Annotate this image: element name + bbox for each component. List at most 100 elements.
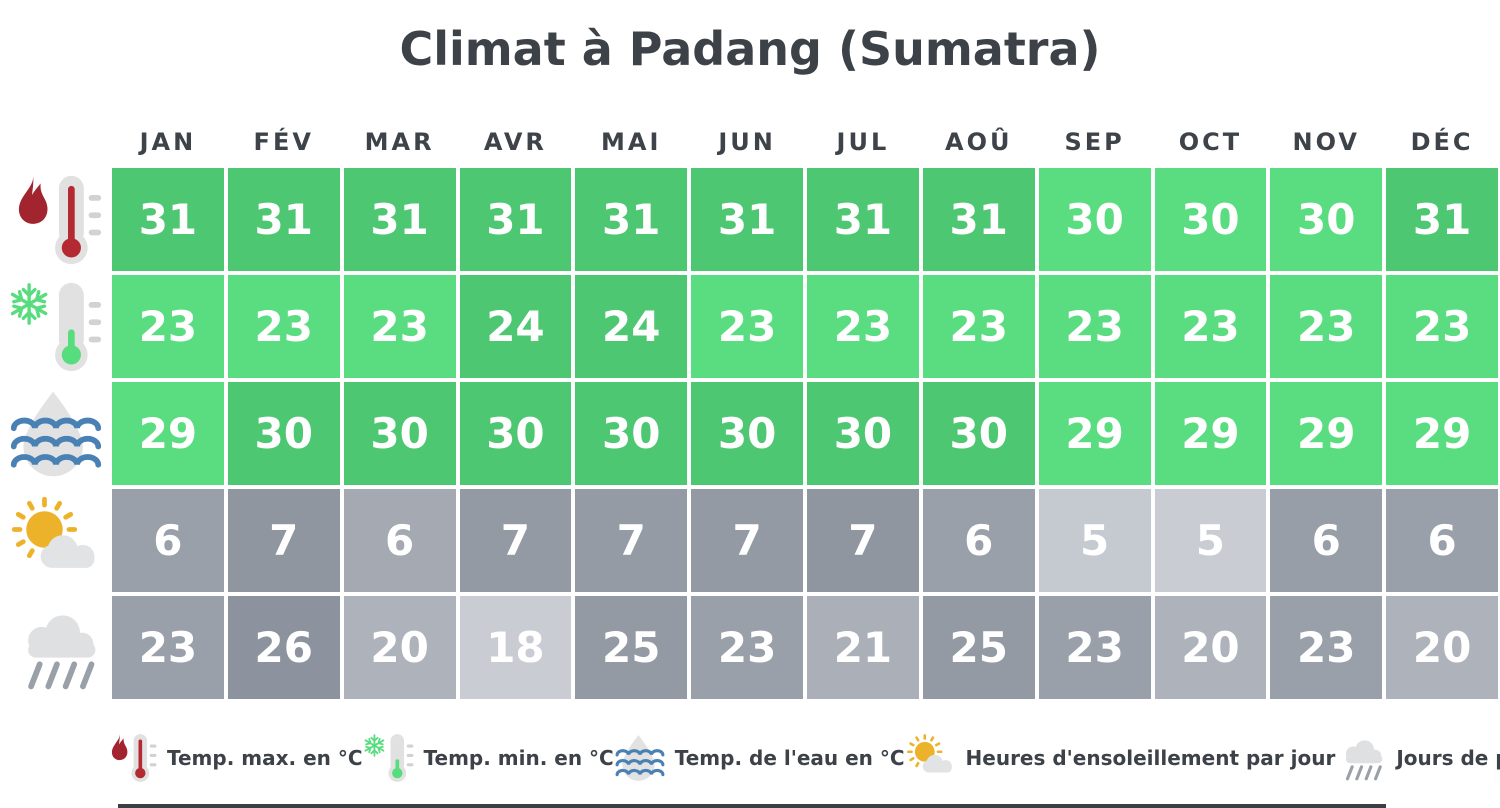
table-cell: 31 [922, 168, 1035, 271]
month-label: AOÛ [945, 128, 1013, 156]
table-cell: 31 [112, 168, 224, 271]
row-water-temp: 29 30 30 30 30 30 30 30 29 29 29 29 [0, 382, 1498, 485]
table-cell: 6 [922, 489, 1035, 592]
legend-item-water-temp: Temp. de l'eau en °C [614, 732, 905, 784]
table-cell: 31 [807, 168, 919, 271]
table-cell: 23 [691, 275, 803, 378]
legend-item-rain-days: Jours de pluie [1335, 732, 1500, 784]
table-cell: 24 [575, 275, 688, 378]
month-label: SEP [1064, 128, 1125, 156]
table-cell: 20 [1154, 596, 1267, 699]
sun-cloud-icon [905, 732, 957, 784]
table-cell: 29 [112, 382, 224, 485]
table-cell: 30 [807, 382, 919, 485]
legend-label: Temp. de l'eau en °C [674, 746, 905, 770]
table-cell: 6 [112, 489, 224, 592]
table-cell: 30 [343, 382, 456, 485]
legend-item-sunshine-hours: Heures d'ensoleillement par jour [905, 732, 1336, 784]
table-cell: 5 [1038, 489, 1151, 592]
climate-table: 31 31 31 31 31 31 31 31 30 30 30 31 23 23 23 24 24 23 23 2… [0, 168, 1498, 703]
water-waves-icon [8, 386, 104, 482]
table-cell: 23 [1038, 275, 1151, 378]
table-cell: 6 [343, 489, 456, 592]
table-cell: 29 [1154, 382, 1267, 485]
table-cell: 23 [691, 596, 803, 699]
table-cell: 6 [1270, 489, 1383, 592]
table-cell: 5 [1154, 489, 1267, 592]
row-temp-max-cells: 31 31 31 31 31 31 31 31 30 30 30 31 [112, 168, 1498, 271]
flame-thermometer-icon [8, 172, 104, 268]
table-cell: 25 [922, 596, 1035, 699]
table-cell: 30 [1038, 168, 1151, 271]
month-label: JUL [836, 128, 890, 156]
table-cell: 31 [1386, 168, 1498, 271]
month-label: MAR [364, 128, 435, 156]
row-rain-days: 23 26 20 18 25 23 21 25 23 20 23 20 [0, 596, 1498, 699]
row-temp-max: 31 31 31 31 31 31 31 31 30 30 30 31 [0, 168, 1498, 271]
table-cell: 30 [459, 382, 572, 485]
snowflake-thermometer-icon [8, 279, 104, 375]
table-cell: 31 [575, 168, 688, 271]
table-cell: 23 [1270, 596, 1383, 699]
table-cell: 21 [807, 596, 919, 699]
table-cell: 26 [227, 596, 340, 699]
table-cell: 24 [459, 275, 572, 378]
table-cell: 23 [343, 275, 456, 378]
table-cell: 30 [1154, 168, 1267, 271]
month-label: OCT [1178, 128, 1243, 156]
legend-label: Temp. min. en °C [423, 746, 614, 770]
flame-thermometer-icon [106, 732, 158, 784]
row-temp-min: 23 23 23 24 24 23 23 23 23 23 23 23 [0, 275, 1498, 378]
table-cell: 30 [1270, 168, 1383, 271]
table-cell: 31 [343, 168, 456, 271]
month-label: MAI [601, 128, 662, 156]
legend-item-temp-min: Temp. min. en °C [363, 732, 614, 784]
row-rain-days-cells: 23 26 20 18 25 23 21 25 23 20 23 20 [112, 596, 1498, 699]
table-cell: 29 [1270, 382, 1383, 485]
table-cell: 6 [1386, 489, 1498, 592]
table-cell: 31 [459, 168, 572, 271]
month-label: FÉV [253, 128, 314, 156]
month-label: NOV [1292, 128, 1360, 156]
table-cell: 23 [112, 596, 224, 699]
table-cell: 31 [227, 168, 340, 271]
table-cell: 7 [227, 489, 340, 592]
table-cell: 7 [807, 489, 919, 592]
month-label: DÉC [1410, 128, 1474, 156]
legend: Temp. max. en °C Temp. min. en °C Temp. … [106, 724, 1500, 792]
month-header-row: JAN FÉV MAR AVR MAI JUN JUL AOÛ SEP OCT NOV DÉC [112, 128, 1498, 156]
row-water-temp-cells: 29 30 30 30 30 30 30 30 29 29 29 29 [112, 382, 1498, 485]
table-cell: 30 [691, 382, 803, 485]
row-temp-min-cells: 23 23 23 24 24 23 23 23 23 23 23 23 [112, 275, 1498, 378]
legend-label: Jours de pluie [1396, 746, 1500, 770]
table-cell: 23 [112, 275, 224, 378]
page-title: Climat à Padang (Sumatra) [399, 22, 1101, 76]
month-label: JUN [718, 128, 776, 156]
sun-cloud-icon [8, 493, 104, 589]
table-cell: 30 [922, 382, 1035, 485]
table-cell: 20 [1386, 596, 1498, 699]
table-cell: 7 [691, 489, 803, 592]
legend-label: Heures d'ensoleillement par jour [965, 746, 1336, 770]
table-cell: 31 [691, 168, 803, 271]
table-cell: 23 [1154, 275, 1267, 378]
table-cell: 25 [575, 596, 688, 699]
month-label: AVR [483, 128, 547, 156]
table-cell: 23 [1386, 275, 1498, 378]
table-cell: 23 [1270, 275, 1383, 378]
bottom-dark-edge [118, 804, 1386, 808]
table-cell: 23 [1038, 596, 1151, 699]
table-cell: 23 [922, 275, 1035, 378]
table-cell: 29 [1038, 382, 1151, 485]
legend-item-temp-max: Temp. max. en °C [106, 732, 363, 784]
table-cell: 23 [227, 275, 340, 378]
snowflake-thermometer-icon [363, 732, 415, 784]
table-cell: 30 [575, 382, 688, 485]
table-cell: 23 [807, 275, 919, 378]
rain-cloud-icon [8, 600, 104, 696]
table-cell: 7 [575, 489, 688, 592]
table-cell: 29 [1386, 382, 1498, 485]
